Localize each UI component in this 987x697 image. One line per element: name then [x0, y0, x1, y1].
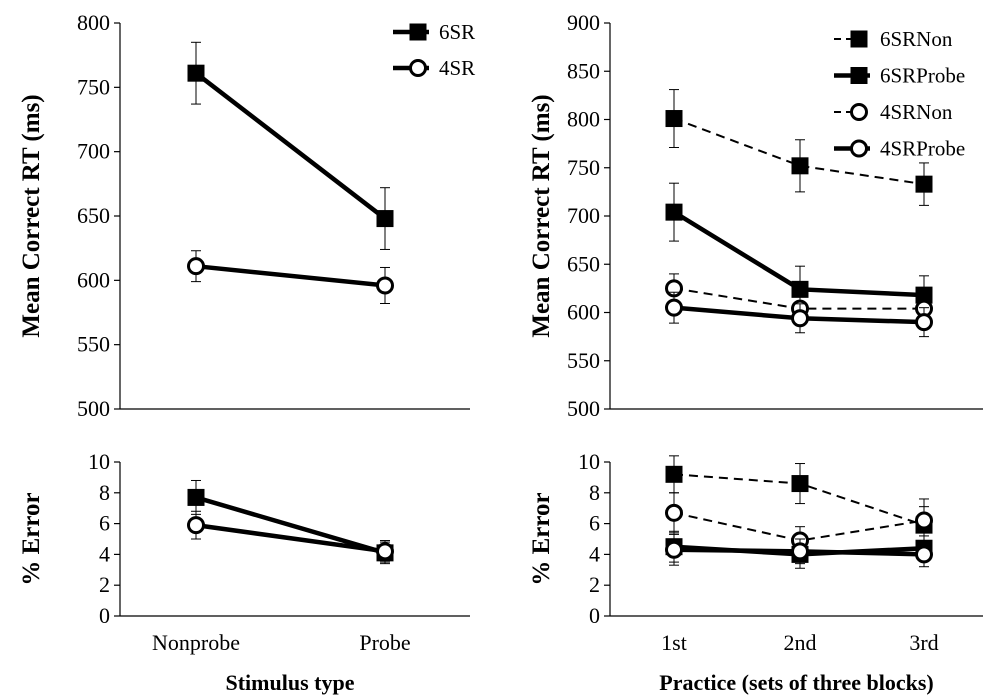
data-point [187, 488, 205, 506]
series-4SRProbe [665, 291, 933, 338]
series-6SRNon [665, 89, 933, 206]
x-tick-label: 1st [661, 630, 687, 655]
legend-label: 6SRProbe [880, 64, 965, 88]
series-4SRProbe [665, 533, 933, 568]
data-point [791, 280, 809, 298]
legend-label: 6SR [439, 20, 475, 44]
y-tick-label: 4 [99, 541, 110, 566]
data-point [665, 503, 683, 522]
data-point [915, 545, 933, 564]
y-tick-label: 600 [567, 300, 600, 325]
series-line [195, 495, 386, 556]
data-point [187, 257, 205, 276]
series-4SR [187, 250, 394, 304]
y-tick-label: 650 [77, 203, 110, 228]
y-tick-label: 0 [589, 603, 600, 628]
x-tick-label: 2nd [784, 630, 817, 655]
y-axis-title: Mean Correct RT (ms) [528, 94, 555, 337]
x-tick-label: Nonprobe [152, 630, 240, 655]
y-tick-label: 2 [589, 572, 600, 597]
y-axis-title: Mean Correct RT (ms) [18, 94, 45, 337]
data-point [376, 542, 394, 561]
legend-label: 6SRNon [880, 27, 953, 51]
chart-top-left: 500 550 600 650 700 750 800 Mean Correct RT (ms… [18, 10, 475, 421]
y-tick-label: 8 [99, 480, 110, 505]
series-6SR [187, 479, 394, 565]
data-point [791, 157, 809, 175]
y-tick-label: 0 [99, 603, 110, 628]
series-line [195, 522, 386, 554]
legend-label: 4SR [439, 56, 475, 80]
y-tick-label: 550 [567, 348, 600, 373]
y-tick-label: 700 [567, 203, 600, 228]
x-tick-label: 3rd [909, 630, 938, 655]
data-point [665, 203, 683, 221]
data-point [791, 475, 809, 493]
legend: 6SRNon 6SRProbe 4SRNon 4SRProbe [834, 27, 965, 161]
series-6SR [187, 41, 394, 250]
data-point [665, 465, 683, 483]
legend-marker [409, 23, 427, 41]
y-tick-label: 900 [567, 10, 600, 35]
legend-marker [850, 30, 868, 48]
y-tick-label: 2 [99, 572, 110, 597]
data-point [915, 175, 933, 193]
data-point [665, 540, 683, 559]
series-6SRProbe [665, 182, 933, 315]
series-line [195, 263, 386, 288]
y-tick-label: 750 [567, 155, 600, 180]
x-axis-title: Stimulus type [226, 670, 355, 695]
y-tick-label: 6 [589, 511, 600, 536]
y-tick-label: 500 [567, 396, 600, 421]
data-point [915, 286, 933, 304]
y-tick-label: 600 [77, 267, 110, 292]
y-tick-label: 750 [77, 74, 110, 99]
data-point [915, 313, 933, 332]
legend-marker [850, 67, 868, 84]
y-axis-title: % Error [18, 492, 45, 585]
chart-bottom-right: 0 2 4 6 8 10 1st 2nd 3rd Practice (sets of three … [528, 449, 983, 695]
legend: 6SR 4SR [393, 20, 475, 80]
y-tick-label: 4 [589, 541, 600, 566]
data-point [187, 64, 205, 82]
data-point [665, 110, 683, 128]
legend-marker [850, 139, 868, 158]
legend-label: 4SRProbe [880, 137, 965, 161]
y-tick-label: 10 [578, 449, 600, 474]
data-point [376, 276, 394, 295]
data-point [376, 210, 394, 228]
legend-label: 4SRNon [880, 100, 953, 124]
series-line [673, 117, 925, 186]
y-tick-label: 800 [567, 107, 600, 132]
y-tick-label: 8 [589, 480, 600, 505]
y-tick-label: 800 [77, 10, 110, 35]
series-line [194, 71, 387, 221]
data-point [665, 298, 683, 317]
legend-marker [409, 59, 427, 77]
data-point [791, 309, 809, 328]
series-6SRNon [665, 455, 933, 545]
chart-top-right: 500 550 600 650 700 750 800 850 900 Mean Correct … [528, 10, 983, 421]
series-4SR [187, 510, 394, 563]
y-tick-label: 550 [77, 332, 110, 357]
y-tick-label: 700 [77, 139, 110, 164]
y-axis-title: % Error [528, 492, 555, 585]
legend-marker [850, 103, 868, 121]
data-point [791, 542, 809, 561]
data-point [187, 516, 205, 535]
y-tick-label: 850 [567, 58, 600, 83]
y-tick-label: 6 [99, 511, 110, 536]
x-axis-title: Practice (sets of three blocks) [659, 670, 934, 695]
x-tick-label: Probe [359, 630, 410, 655]
y-tick-label: 10 [88, 449, 110, 474]
y-tick-label: 650 [567, 251, 600, 276]
data-point [915, 511, 933, 530]
y-tick-label: 500 [77, 396, 110, 421]
series-line [673, 511, 925, 542]
